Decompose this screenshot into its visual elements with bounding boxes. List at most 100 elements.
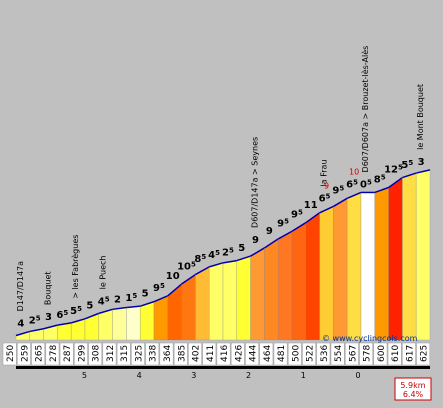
altitude-cell <box>131 342 145 366</box>
gradient-label: 3 <box>45 312 52 323</box>
profile-line <box>208 262 224 268</box>
altitude-label: 500 <box>291 345 301 362</box>
profile-bar <box>333 198 348 341</box>
profile-bar <box>347 192 362 341</box>
altitude-label: 402 <box>192 345 202 362</box>
altitude-cell <box>416 342 431 366</box>
altitude-label: 338 <box>149 345 159 362</box>
gradient-decimal: 5 <box>298 209 303 217</box>
place-label: la Frau <box>320 159 329 186</box>
altitude-cell <box>330 342 345 366</box>
altitude-cell <box>259 342 274 366</box>
altitude-label: 278 <box>49 345 59 362</box>
gradient-decimal: 5 <box>201 253 206 261</box>
summary-distance: 5.9km <box>400 381 425 390</box>
gradient-decimal: 5 <box>63 309 68 317</box>
gradient-label: 95 <box>291 209 303 221</box>
profile-line <box>195 266 210 276</box>
gradient-decimal: 5 <box>284 217 289 225</box>
profile-bar <box>388 177 403 341</box>
altitude-cell <box>31 342 46 366</box>
gradient-label: 95 <box>332 184 344 196</box>
km-marker: 10 <box>349 167 359 176</box>
profile-line <box>112 306 127 311</box>
gradient-label: 5 <box>142 289 149 300</box>
place-label: > les Fabrègues <box>70 235 80 299</box>
profile-bar <box>278 231 293 341</box>
x-tick-label: 5 <box>82 371 87 380</box>
altitude-cell <box>287 342 302 366</box>
altitude-label: 600 <box>377 345 387 362</box>
altitude-cell <box>45 342 60 366</box>
profile-bar <box>181 274 196 341</box>
profile-bar <box>153 295 168 341</box>
x-tick-label: 4 <box>137 371 142 380</box>
altitude-cell <box>59 342 74 366</box>
gradient-label: 5 <box>86 300 93 311</box>
altitude-label: 567 <box>348 345 358 362</box>
profile-bar <box>416 169 431 341</box>
gradient-decimal: 5 <box>408 159 413 167</box>
gradient-label: 5 <box>238 243 245 254</box>
place-label: le Mont Bouquet <box>416 84 425 150</box>
place-label: D147/D147a <box>16 261 25 312</box>
altitude-cell <box>359 342 374 366</box>
profile-line <box>291 222 307 232</box>
gradient-decimal: 5 <box>229 247 234 255</box>
gradient-decimal: 5 <box>77 305 82 313</box>
place-label: le Puech <box>99 255 108 289</box>
gradient-decimal: 5 <box>381 173 386 181</box>
altitude-cell <box>302 342 316 366</box>
x-tick-label: 0 <box>355 371 360 380</box>
x-tick-label: 3 <box>191 371 196 380</box>
gradient-label: 25 <box>29 315 41 327</box>
gradient-decimal: 5 <box>353 178 358 186</box>
profile-line <box>126 305 141 309</box>
profile-line <box>388 176 403 189</box>
altitude-cell <box>387 342 402 366</box>
altitude-cell <box>2 342 17 366</box>
profile-line <box>70 318 86 324</box>
altitude-label: 578 <box>363 345 373 362</box>
gradient-label: 11 <box>304 200 318 211</box>
profile-line <box>181 273 196 285</box>
altitude-cell <box>230 342 245 366</box>
altitude-cell <box>273 342 288 366</box>
profile-line <box>319 205 334 214</box>
place-labels: D147/D147a Bouquet > les Fabrègues le Puech… <box>16 46 425 312</box>
altitude-label: 385 <box>177 345 187 362</box>
gradient-label: 85 <box>374 173 386 185</box>
altitude-cell <box>116 342 131 366</box>
altitude-label: 308 <box>92 345 102 362</box>
gradient-label: 65 <box>319 192 331 204</box>
summary-box: 5.9km 6.4% <box>394 377 432 401</box>
gradient-label: 05 <box>360 178 372 190</box>
gradient-label: 45 <box>98 295 110 307</box>
altitude-label: 325 <box>134 345 144 362</box>
altitude-label: 411 <box>206 345 216 362</box>
profile-line <box>346 191 362 200</box>
profile-line <box>43 324 58 330</box>
profile-line <box>305 212 321 224</box>
gradient-label: 25 <box>222 247 234 259</box>
altitude-cell <box>102 342 117 366</box>
distance-axis: 5 4 3 2 1 0 <box>16 366 430 380</box>
profile-line <box>277 230 293 240</box>
altitude-row: 250 259 265 278 287 299 308 312 315 325 338 364 385 4… <box>2 342 431 366</box>
altitude-label: 610 <box>391 345 401 362</box>
gradient-decimal: 5 <box>215 249 220 257</box>
axis-bar <box>16 366 430 369</box>
altitude-label: 250 <box>6 345 16 362</box>
gradient-label: 9 <box>266 226 273 237</box>
gradient-decimal: 5 <box>191 261 196 269</box>
profile-bar <box>98 309 113 341</box>
gradient-decimal: 5 <box>398 164 403 172</box>
altitude-label: 364 <box>163 345 173 362</box>
altitude-label: 536 <box>320 345 330 362</box>
altitude-label: 554 <box>334 345 344 362</box>
altitude-cell <box>188 342 202 366</box>
profile-line <box>402 172 417 179</box>
altitude-label: 287 <box>63 345 73 362</box>
altitude-label: 265 <box>35 345 45 362</box>
